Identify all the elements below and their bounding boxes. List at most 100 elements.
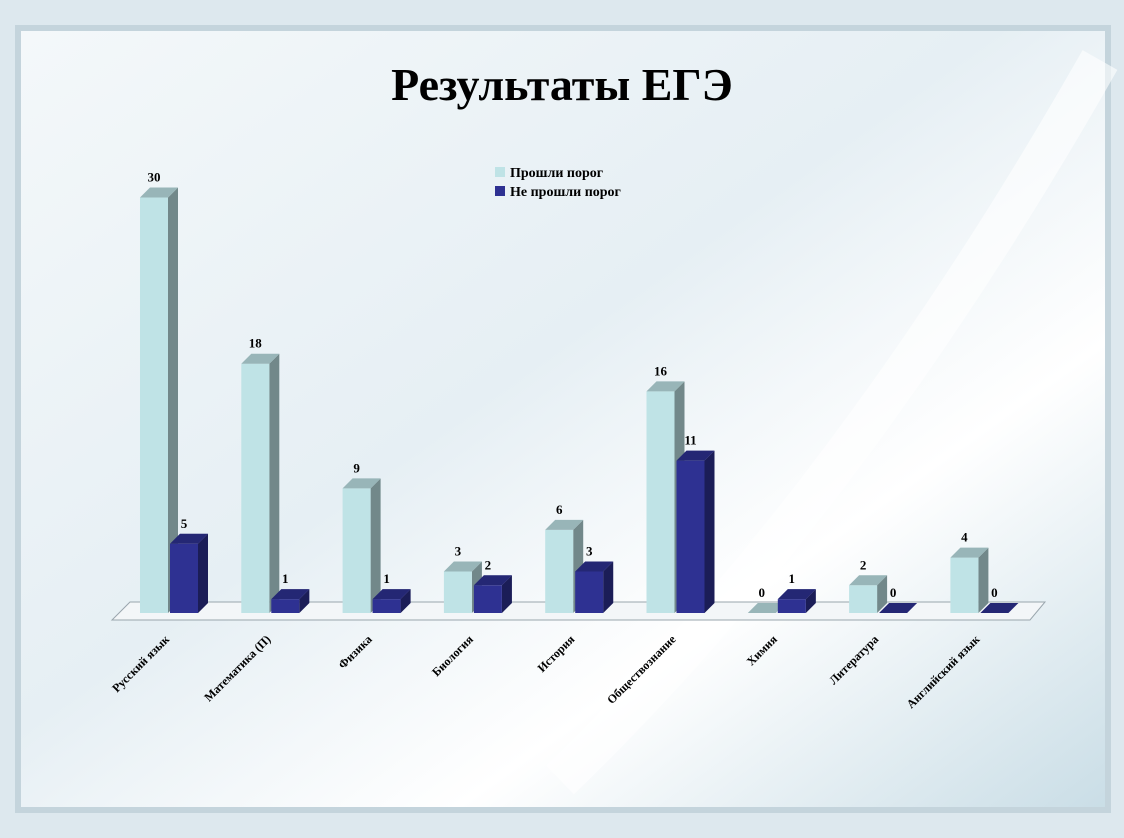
bar-side <box>400 589 411 613</box>
bar-top <box>241 353 280 364</box>
chart-title: Результаты ЕГЭ <box>391 59 733 110</box>
bar-top-shade <box>747 603 786 613</box>
bar <box>271 599 300 613</box>
legend-swatch <box>495 186 505 196</box>
decor-swoosh <box>546 50 1118 795</box>
bar <box>140 197 168 613</box>
value-label: 4 <box>961 530 968 545</box>
bar <box>443 571 472 613</box>
bar <box>777 599 806 613</box>
value-label: 1 <box>383 571 390 586</box>
bar-side <box>704 450 715 613</box>
value-label: 3 <box>455 543 462 558</box>
bar-top-shade <box>271 589 310 600</box>
bar-top <box>646 381 685 392</box>
value-label: 1 <box>282 571 289 586</box>
bar <box>676 460 705 613</box>
bar-side <box>299 589 310 613</box>
bar <box>950 557 979 613</box>
bar-top <box>443 561 482 572</box>
bar-top-shade <box>342 478 381 489</box>
bar <box>473 585 502 613</box>
value-label: 6 <box>556 502 563 517</box>
bar-top-shade <box>676 450 715 461</box>
value-label: 0 <box>759 585 766 600</box>
bar <box>372 599 401 613</box>
bar-top-shade <box>879 603 918 613</box>
bar-side <box>198 533 208 613</box>
bar-top <box>879 603 918 613</box>
bar-side-shade <box>805 589 816 613</box>
bar-top <box>140 187 178 198</box>
bar-top <box>271 589 310 600</box>
bar <box>646 391 675 613</box>
bar-top-shade <box>473 575 512 586</box>
bar-side <box>978 547 989 613</box>
bar-top-shade <box>241 353 280 364</box>
bar-side-shade <box>603 561 614 613</box>
value-label: 5 <box>181 516 188 531</box>
bar-top-shade <box>372 589 411 600</box>
bar-top-shade <box>545 519 584 530</box>
bar-side-shade <box>978 547 989 613</box>
bar-side <box>370 478 381 613</box>
value-label: 0 <box>890 585 897 600</box>
bar-top-shade <box>140 187 178 198</box>
legend-label: Прошли порог <box>510 166 603 181</box>
bar-top <box>676 450 715 461</box>
bar-side-shade <box>877 575 888 613</box>
bar-top-shade <box>980 603 1019 613</box>
value-label: 0 <box>991 585 998 600</box>
bar <box>849 585 878 613</box>
bar-top <box>849 575 888 586</box>
bar-top-shade <box>575 561 614 572</box>
bar-side <box>269 353 280 613</box>
bar-top <box>545 519 584 530</box>
bar-top-shade <box>170 533 208 544</box>
bar-side-shade <box>704 450 715 613</box>
bar-top <box>980 603 1019 613</box>
bar <box>575 571 604 613</box>
bar <box>241 363 270 613</box>
value-label: 3 <box>586 543 593 558</box>
bar-side-shade <box>269 353 280 613</box>
value-label: 1 <box>789 571 796 586</box>
bar <box>545 529 574 613</box>
bar-top <box>170 533 208 544</box>
bar <box>170 543 198 613</box>
bar-top-shade <box>849 575 888 586</box>
bar-top-shade <box>777 589 816 600</box>
bar-side-shade <box>400 589 411 613</box>
value-label: 16 <box>654 363 668 378</box>
bar-top-shade <box>646 381 685 392</box>
legend-label: Не прошли порог <box>510 185 621 200</box>
value-label: 9 <box>353 460 360 475</box>
bar-top <box>575 561 614 572</box>
bar-top <box>777 589 816 600</box>
legend-swatch <box>495 167 505 177</box>
value-label: 30 <box>148 170 161 185</box>
bar-top-shade <box>950 547 989 558</box>
bar-top <box>473 575 512 586</box>
bar-top <box>342 478 381 489</box>
bar-side-shade <box>299 589 310 613</box>
bar-top <box>372 589 411 600</box>
bar-side <box>877 575 888 613</box>
value-label: 2 <box>485 557 492 572</box>
value-label: 2 <box>860 557 867 572</box>
bar-top-shade <box>443 561 482 572</box>
bar-side-shade <box>370 478 381 613</box>
bar-side-shade <box>198 533 208 613</box>
value-label: 11 <box>684 433 696 448</box>
bar-side <box>168 187 178 613</box>
bar-side <box>805 589 816 613</box>
value-label: 18 <box>249 336 263 351</box>
bar-side <box>603 561 614 613</box>
bar-side-shade <box>501 575 512 613</box>
bar-top <box>747 603 786 613</box>
bar-side-shade <box>168 187 178 613</box>
bar-top <box>950 547 989 558</box>
bar <box>342 488 371 613</box>
